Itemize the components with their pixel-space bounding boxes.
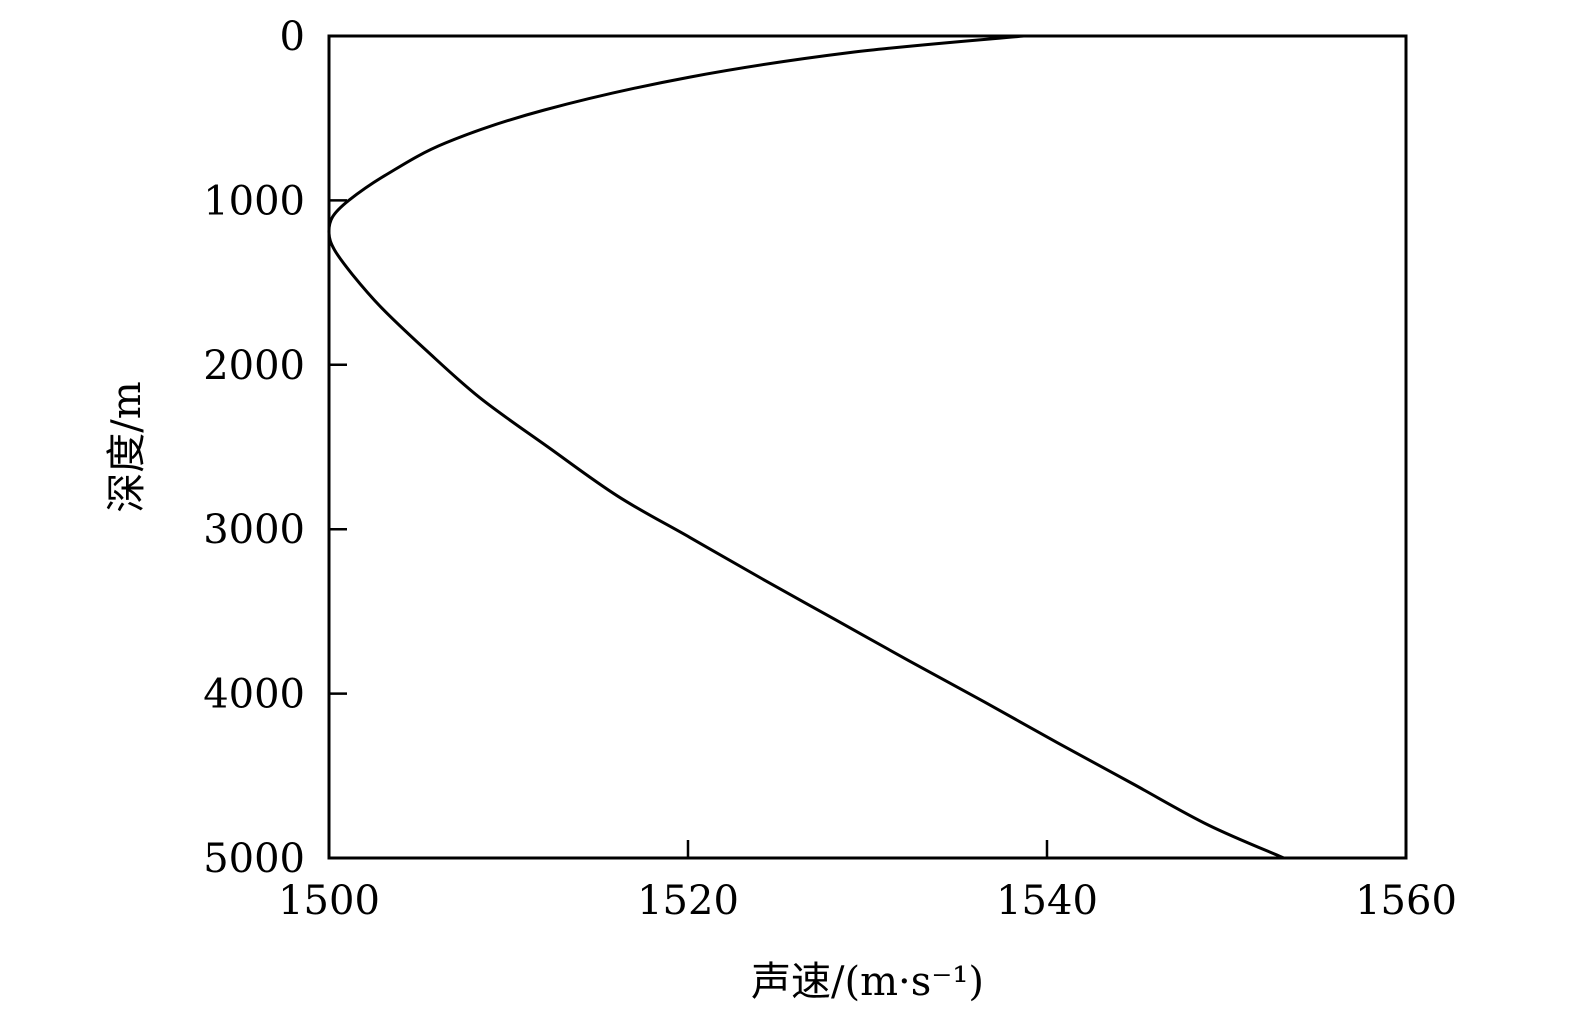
sound-speed-profile-line: [327, 34, 1286, 860]
x-tick-label: 1540: [996, 878, 1098, 924]
y-tick-label: 3000: [203, 507, 305, 553]
axis-ticks: [327, 34, 1408, 860]
x-tick-label: 1500: [278, 878, 380, 924]
x-tick-label: 1560: [1355, 878, 1457, 924]
x-tick-label: 1520: [637, 878, 739, 924]
y-axis-label: 深度/m: [104, 381, 150, 512]
y-tick-label: 0: [280, 14, 305, 60]
plot-frame: [327, 34, 1408, 860]
y-tick-label: 1000: [203, 178, 305, 224]
axis-tick-labels: 1500 1520 1540 1560 0 1000 2000 3000 4000 5000: [203, 14, 1457, 924]
x-axis-label: 声速/(m·s⁻¹): [751, 959, 984, 1005]
y-tick-label: 2000: [203, 343, 305, 389]
y-tick-label: 4000: [203, 672, 305, 718]
y-tick-label: 5000: [203, 836, 305, 882]
